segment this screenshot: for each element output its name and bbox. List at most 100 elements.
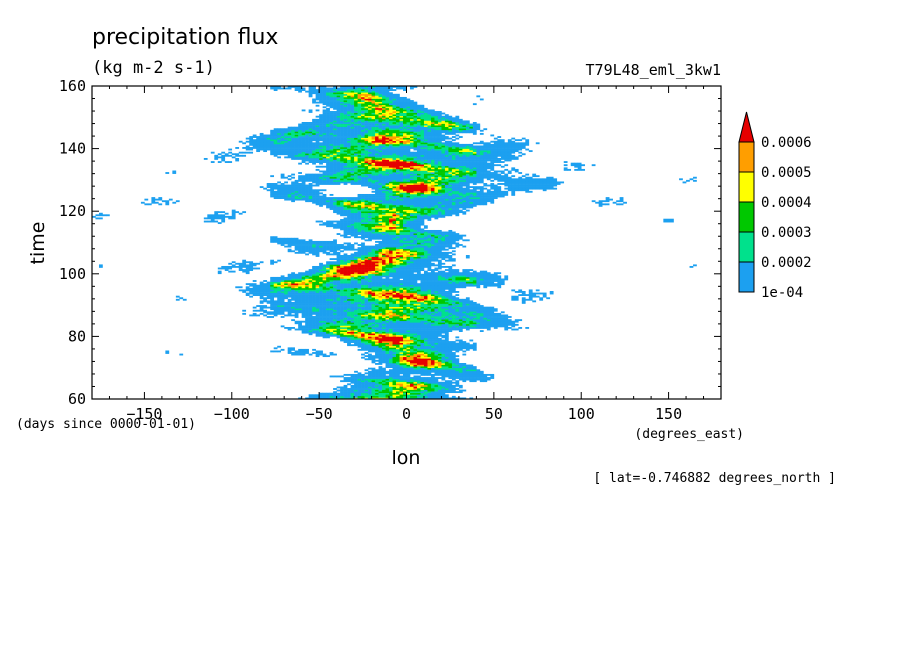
heat-cell — [301, 352, 306, 354]
heat-cell — [399, 325, 404, 328]
heat-cell — [270, 308, 275, 311]
heat-cell — [403, 364, 407, 367]
heat-cell — [458, 397, 463, 399]
heat-cell — [455, 312, 460, 315]
heat-cell — [458, 366, 463, 368]
heat-cell — [350, 381, 355, 384]
heat-cell — [340, 244, 344, 246]
heat-cell — [378, 372, 383, 375]
heat-cell — [322, 330, 327, 332]
heat-cell — [465, 269, 470, 271]
heat-cell — [420, 328, 425, 331]
heat-cell — [514, 320, 519, 323]
heat-cell — [378, 320, 383, 323]
heat-cell — [347, 317, 351, 320]
heat-cell — [361, 242, 365, 245]
heat-cell — [430, 381, 435, 384]
heat-cell — [451, 395, 456, 398]
heat-cell — [396, 334, 400, 337]
heat-cell — [361, 325, 365, 328]
heat-cell — [357, 325, 362, 328]
heat-cell — [420, 341, 425, 343]
heat-cell — [409, 308, 414, 311]
heat-cell — [375, 375, 379, 378]
heat-cell — [385, 366, 390, 368]
heat-cell — [462, 369, 467, 372]
heat-cell — [462, 234, 467, 237]
heat-cell — [336, 306, 341, 309]
heat-cell — [465, 317, 470, 320]
heat-cell — [483, 319, 488, 322]
heat-cell — [357, 319, 362, 322]
heat-cell — [416, 314, 421, 317]
heat-cell — [319, 352, 323, 354]
heat-cell — [389, 392, 393, 395]
heat-cell — [368, 314, 372, 317]
heat-cell — [329, 317, 334, 320]
heat-cell — [448, 380, 453, 383]
heat-cell — [315, 312, 320, 315]
heat-cell — [375, 377, 379, 379]
heat-cell — [375, 395, 379, 398]
heat-cell — [357, 394, 362, 397]
heat-cell — [441, 251, 446, 254]
heat-cell — [350, 317, 355, 320]
heat-cell — [406, 356, 411, 359]
heat-cell — [413, 341, 418, 343]
heat-cell — [308, 306, 313, 309]
heat-cell — [420, 316, 425, 318]
heat-cell — [326, 336, 330, 339]
heat-cell — [409, 391, 414, 394]
heat-cell — [455, 291, 460, 293]
heat-cell — [413, 355, 418, 358]
heat-cell — [420, 314, 425, 317]
heat-cell — [312, 395, 316, 398]
heat-cell — [312, 320, 316, 323]
heat-cell — [462, 342, 467, 345]
heat-cell — [483, 378, 488, 381]
heat-cell — [385, 388, 390, 390]
heat-cell — [361, 389, 365, 392]
heat-cell — [399, 392, 404, 395]
heat-cell — [413, 325, 418, 328]
heat-cell — [354, 312, 358, 315]
heat-cell — [403, 306, 407, 309]
heat-cell — [315, 355, 320, 358]
heat-cell — [312, 328, 316, 331]
heat-cell — [423, 383, 428, 386]
heat-cell — [462, 319, 467, 322]
heat-cell — [451, 264, 456, 267]
heat-cell — [312, 323, 316, 326]
heat-cell — [469, 317, 474, 320]
heat-cell — [322, 395, 327, 398]
heat-cell — [427, 347, 432, 350]
heat-cell — [409, 369, 414, 372]
heat-cell — [389, 348, 393, 351]
heat-cell — [385, 325, 390, 328]
heat-cell — [413, 370, 418, 373]
heat-cell — [441, 345, 446, 348]
heat-cell — [326, 251, 330, 254]
heat-cell — [416, 366, 421, 368]
heat-cell — [434, 359, 439, 362]
heat-cell — [437, 314, 442, 317]
heat-cell — [371, 327, 376, 329]
heat-cell — [287, 347, 292, 350]
heat-cell — [434, 327, 439, 329]
heat-cell — [486, 377, 491, 379]
heat-cell — [458, 327, 463, 329]
heat-cell — [396, 363, 400, 365]
heat-cell — [368, 316, 372, 318]
heat-cell — [423, 229, 428, 232]
heat-cell — [298, 308, 302, 311]
heat-cell — [409, 325, 414, 328]
heat-cell — [389, 384, 393, 387]
heat-cell — [455, 377, 460, 379]
heat-cell — [361, 394, 365, 397]
heat-cell — [486, 316, 491, 318]
heat-cell — [389, 306, 393, 309]
heat-cell — [98, 264, 103, 267]
heat-cell — [347, 314, 351, 317]
heat-cell — [420, 330, 425, 332]
heat-cell — [361, 345, 365, 348]
